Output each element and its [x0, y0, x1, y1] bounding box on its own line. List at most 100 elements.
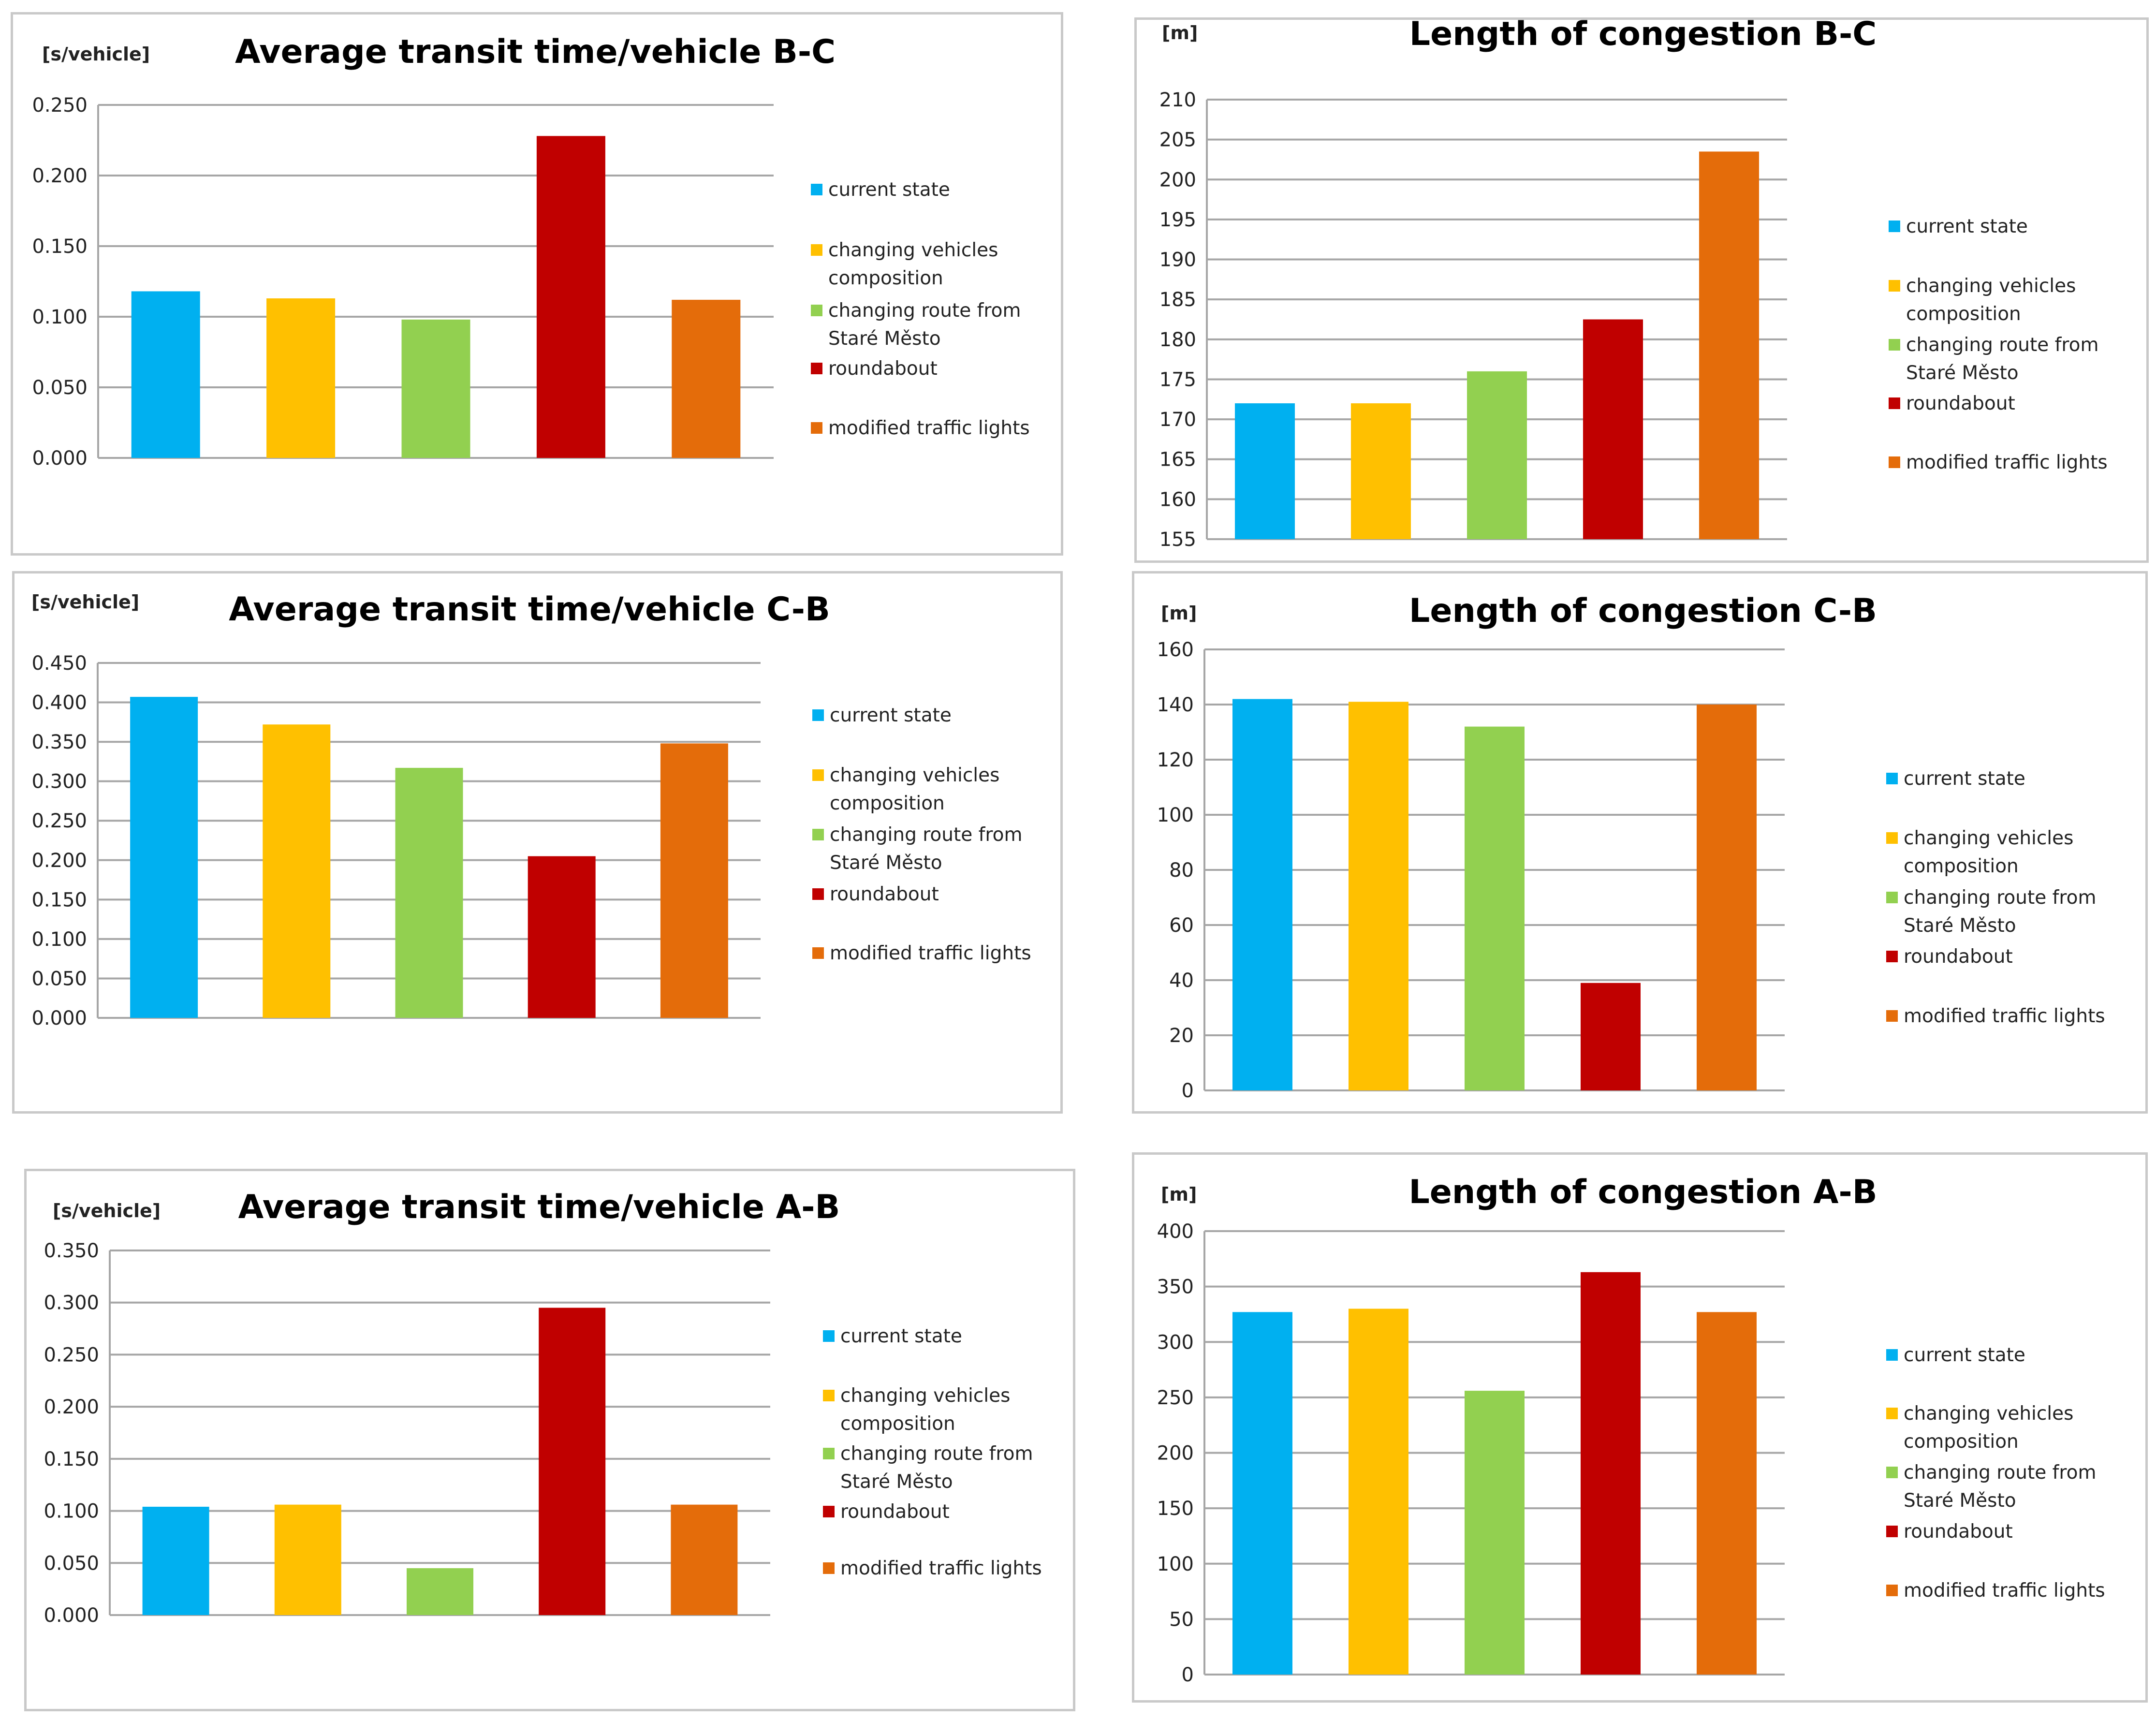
legend-label-changing-vehicles-composition: changing vehicles composition [1906, 275, 2076, 325]
y-tick-label: 20 [1169, 1025, 1194, 1047]
legend-label-changing-route-from-star-m-sto: changing route from Staré Město [840, 1443, 1033, 1493]
y-tick-label: 0.350 [31, 731, 87, 753]
legend-swatch-modified-traffic-lights [812, 947, 824, 959]
legend-label-modified-traffic-lights: modified traffic lights [1904, 1005, 2105, 1027]
y-tick-label: 0.150 [31, 889, 87, 911]
bar-roundabout [536, 136, 605, 458]
legend-label-modified-traffic-lights: modified traffic lights [1904, 1580, 2105, 1602]
y-tick-label: 0.000 [44, 1604, 99, 1627]
legend-label-modified-traffic-lights: modified traffic lights [840, 1558, 1042, 1579]
bar-current-state [1235, 403, 1295, 539]
y-tick-label: 0.300 [44, 1292, 99, 1314]
legend-label-roundabout: roundabout [1904, 946, 2013, 968]
y-tick-label: 0.050 [32, 377, 88, 399]
y-axis-label: [m] [1161, 1184, 1197, 1205]
bar-modified-traffic-lights [660, 743, 728, 1018]
legend-swatch-current-state [811, 184, 822, 195]
legend-label-current-state: current state [830, 705, 952, 726]
y-tick-label: 160 [1159, 488, 1196, 511]
legend-swatch-changing-vehicles-composition [1886, 832, 1898, 844]
legend-swatch-roundabout [1886, 1526, 1898, 1537]
bar-changing-route-from-star-m-sto [1465, 726, 1525, 1090]
legend-swatch-changing-route-from-star-m-sto [811, 305, 822, 316]
chart-svg: [m] Length of congestion B-C 155 160 165 170 1… [1159, 20, 2108, 551]
y-tick-label: 185 [1159, 289, 1196, 311]
legend-label-roundabout: roundabout [830, 883, 939, 905]
y-tick-label: 200 [1157, 1442, 1194, 1465]
legend-swatch-changing-route-from-star-m-sto [1886, 892, 1898, 903]
legend-swatch-current-state [812, 709, 824, 721]
legend-swatch-roundabout [1889, 397, 1900, 409]
y-tick-label: 0.050 [31, 968, 87, 990]
legend-swatch-changing-vehicles-composition [1889, 280, 1900, 292]
bar-changing-route-from-star-m-sto [1467, 371, 1527, 539]
y-tick-label: 170 [1159, 409, 1196, 431]
bar-changing-route-from-star-m-sto [407, 1568, 473, 1615]
legend-swatch-modified-traffic-lights [1886, 1010, 1898, 1022]
y-tick-label: 0.200 [32, 165, 88, 187]
legend-label-modified-traffic-lights: modified traffic lights [1906, 452, 2108, 473]
bar-roundabout [528, 856, 596, 1018]
y-tick-label: 195 [1159, 209, 1196, 231]
legend-label-current-state: current state [1906, 216, 2028, 237]
y-tick-label: 0.100 [31, 928, 87, 951]
bar-roundabout [1581, 983, 1641, 1090]
legend-swatch-modified-traffic-lights [823, 1562, 835, 1574]
legend-swatch-changing-route-from-star-m-sto [1886, 1467, 1898, 1478]
chart-title: Length of congestion C-B [1409, 592, 1877, 630]
legend-swatch-changing-route-from-star-m-sto [1889, 339, 1900, 351]
legend-swatch-changing-route-from-star-m-sto [812, 829, 824, 840]
legend-label-changing-vehicles-composition: changing vehicles composition [830, 764, 999, 814]
y-tick-label: 0.250 [31, 810, 87, 832]
y-tick-label: 160 [1157, 639, 1194, 661]
legend-swatch-changing-vehicles-composition [823, 1390, 835, 1401]
y-tick-label: 40 [1169, 970, 1194, 992]
bar-modified-traffic-lights [1697, 705, 1757, 1090]
legend-swatch-modified-traffic-lights [1886, 1585, 1898, 1596]
legend-label-changing-route-from-star-m-sto: changing route from Staré Město [828, 300, 1021, 350]
legend-label-changing-route-from-star-m-sto: changing route from Staré Město [1904, 887, 2096, 937]
y-tick-label: 155 [1159, 529, 1196, 551]
y-tick-label: 200 [1159, 169, 1196, 191]
bar-changing-vehicles-composition [1349, 702, 1408, 1090]
y-tick-label: 80 [1169, 859, 1194, 882]
legend-swatch-roundabout [823, 1506, 835, 1517]
y-axis-label: [s/vehicle] [31, 591, 139, 613]
chart-panel-congestion-ab: [m] Length of congestion A-B 0 50 100 150 200 2… [1132, 1152, 2148, 1703]
y-tick-label: 205 [1159, 129, 1196, 151]
chart-title: Average transit time/vehicle B-C [235, 33, 836, 71]
legend-label-current-state: current state [828, 179, 950, 201]
chart-svg: [s/vehicle] Average transit time/vehicle … [44, 1188, 1042, 1627]
bar-changing-vehicles-composition [274, 1504, 341, 1615]
legend-swatch-current-state [1889, 221, 1900, 232]
y-tick-label: 0.250 [44, 1344, 99, 1366]
chart-svg: [m] Length of congestion C-B 0 20 40 60 80 100 1… [1157, 592, 2105, 1102]
legend-label-modified-traffic-lights: modified traffic lights [830, 942, 1031, 964]
bar-changing-route-from-star-m-sto [395, 767, 463, 1018]
bar-modified-traffic-lights [1699, 151, 1759, 540]
legend-swatch-changing-route-from-star-m-sto [823, 1448, 835, 1459]
y-tick-label: 0.200 [44, 1396, 99, 1418]
bar-modified-traffic-lights [1697, 1312, 1757, 1675]
legend-label-roundabout: roundabout [1906, 393, 2015, 414]
y-tick-label: 0.450 [31, 652, 87, 675]
bar-current-state [131, 291, 200, 458]
y-tick-label: 0.300 [31, 771, 87, 793]
y-tick-label: 300 [1157, 1331, 1194, 1353]
y-tick-label: 0.150 [44, 1448, 99, 1470]
y-tick-label: 120 [1157, 749, 1194, 771]
y-axis-label: [m] [1161, 603, 1197, 624]
y-tick-label: 50 [1169, 1608, 1194, 1631]
bar-current-state [142, 1506, 209, 1615]
y-tick-label: 400 [1157, 1220, 1194, 1243]
legend-swatch-roundabout [1886, 951, 1898, 962]
legend-swatch-modified-traffic-lights [811, 422, 822, 434]
bar-changing-vehicles-composition [1349, 1308, 1408, 1675]
legend-label-roundabout: roundabout [828, 358, 938, 380]
chart-svg: [s/vehicle] Average transit time/vehicle … [32, 33, 1029, 470]
y-tick-label: 0.200 [31, 850, 87, 872]
y-tick-label: 150 [1157, 1498, 1194, 1520]
y-tick-label: 0.400 [31, 692, 87, 714]
chart-panel-transit-cb: [s/vehicle] Average transit time/vehicle … [12, 571, 1063, 1114]
legend-label-changing-vehicles-composition: changing vehicles composition [828, 239, 998, 289]
